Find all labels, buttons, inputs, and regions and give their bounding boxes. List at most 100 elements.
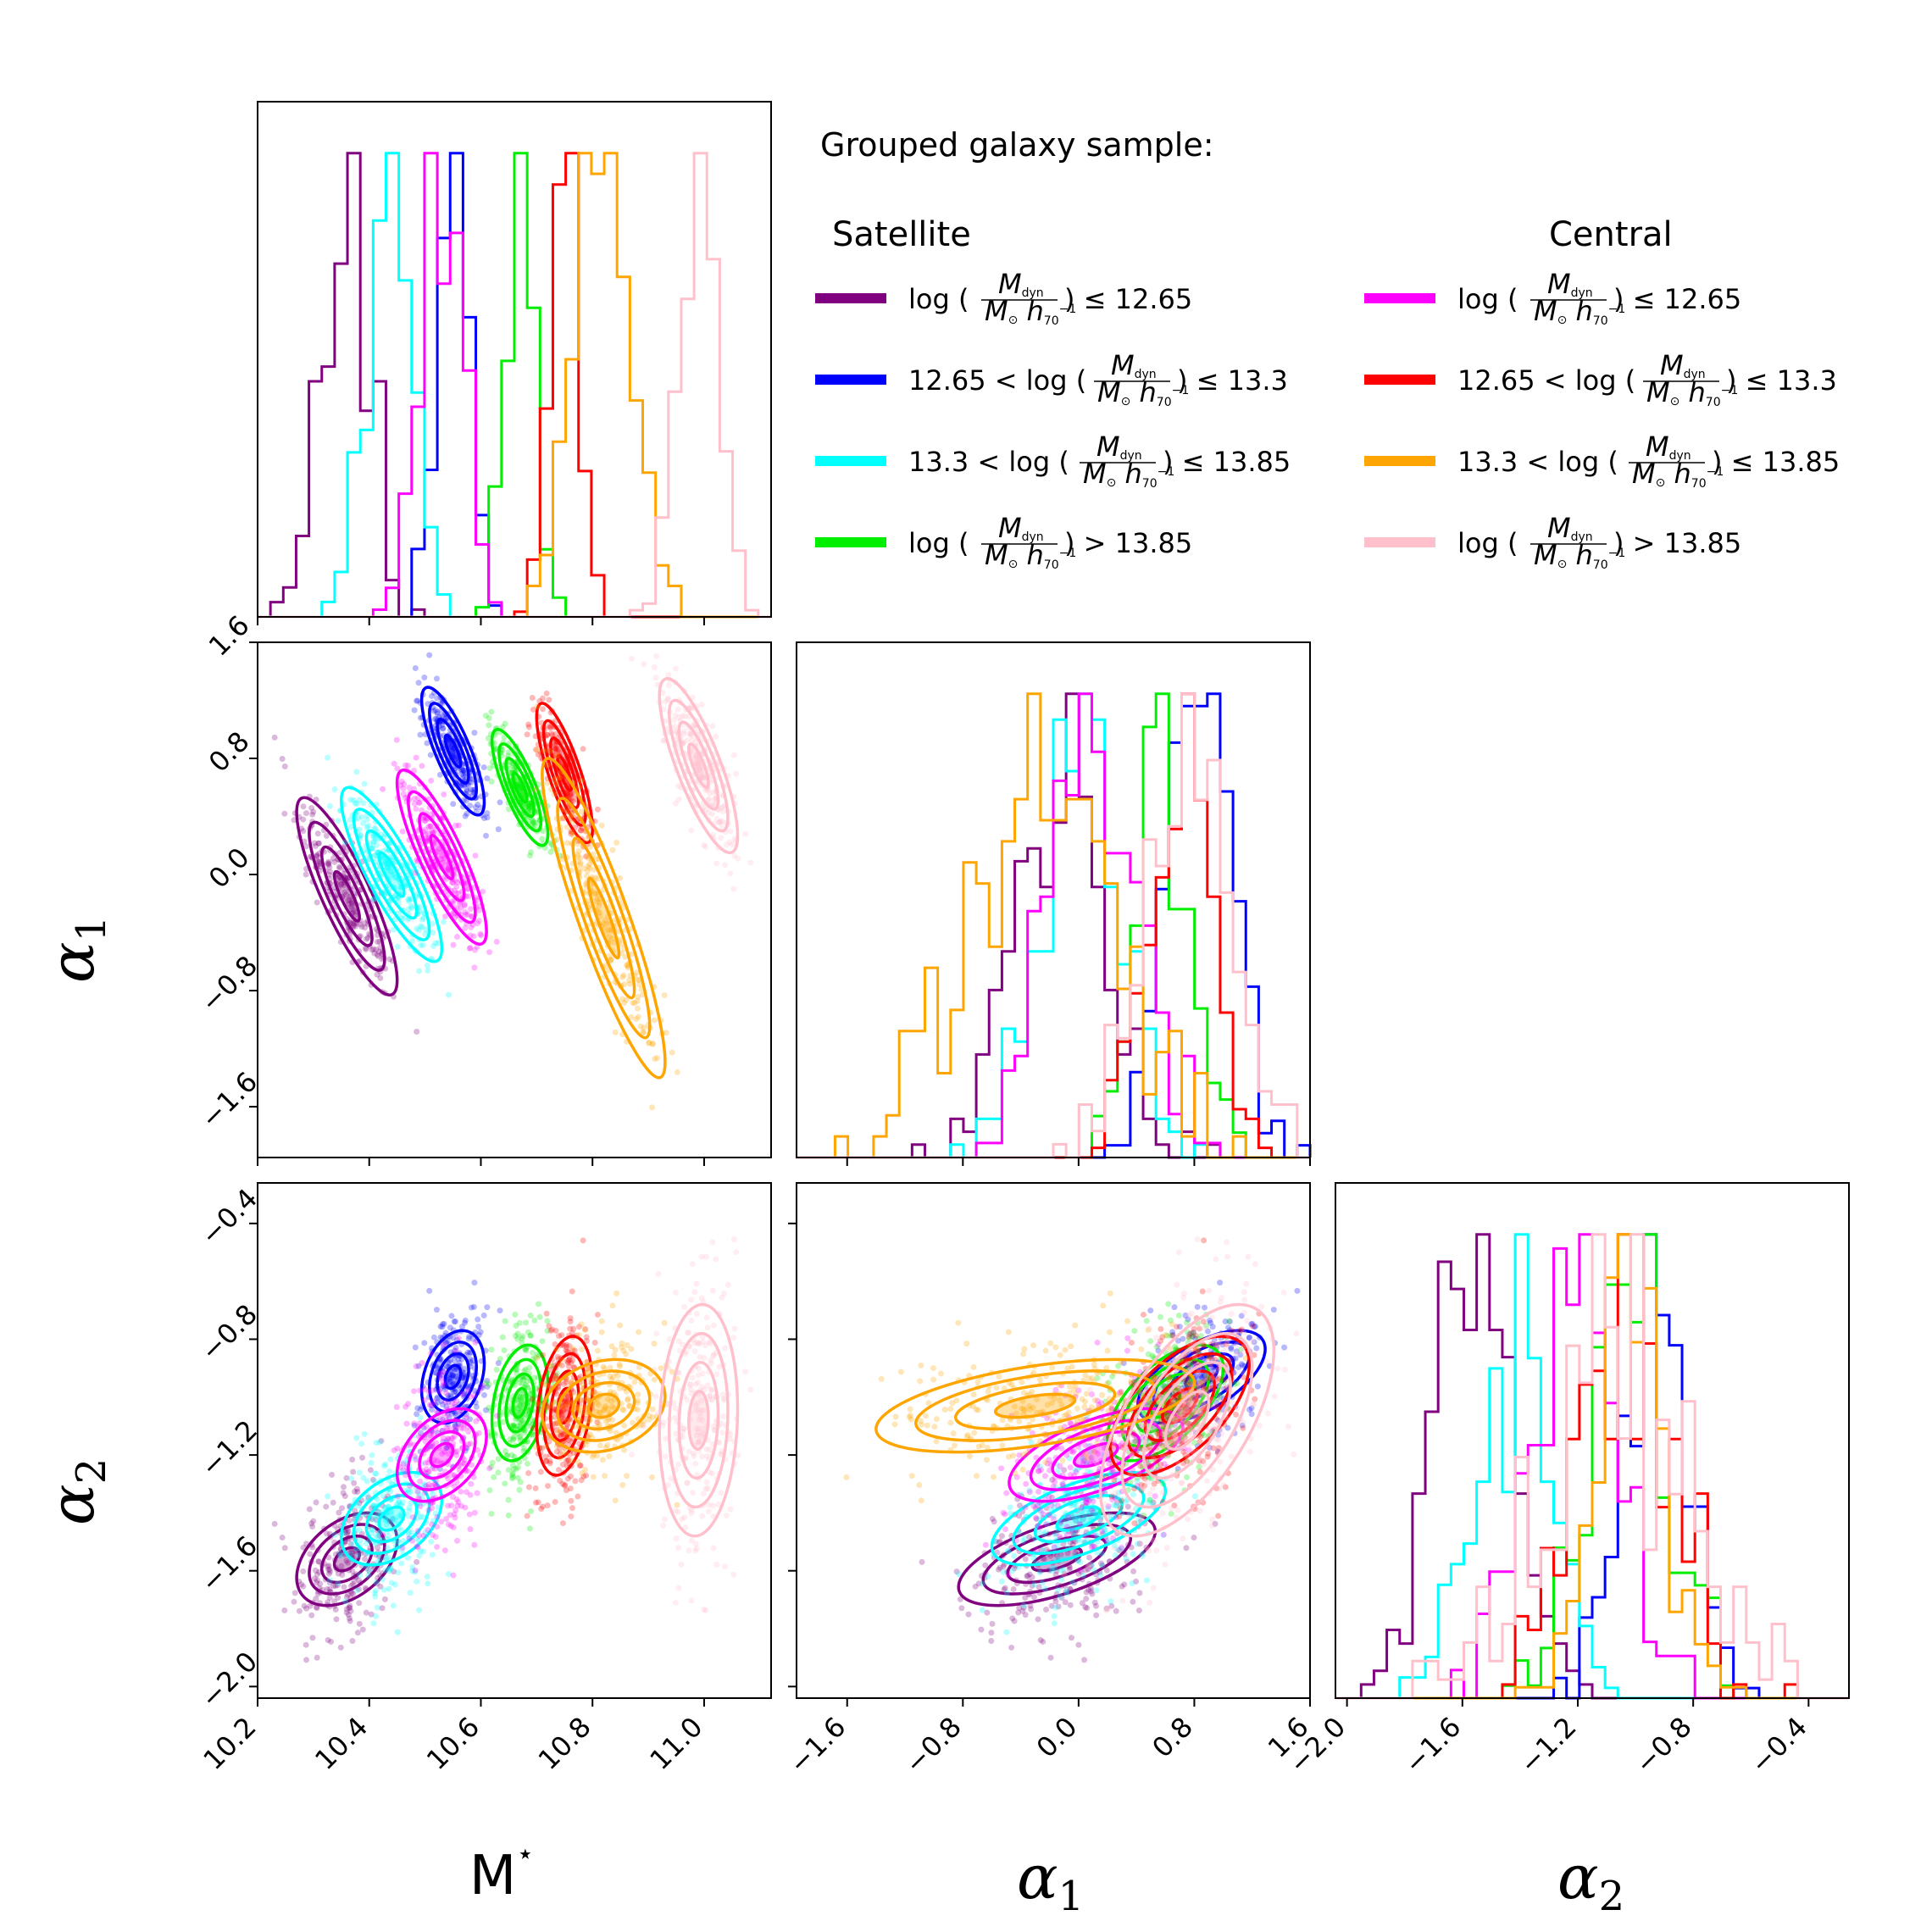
sample-point bbox=[710, 1545, 717, 1552]
sample-point bbox=[370, 1516, 377, 1523]
sample-point bbox=[347, 1475, 354, 1482]
sample-point bbox=[675, 706, 681, 713]
sample-point bbox=[405, 1486, 412, 1493]
sample-point bbox=[998, 1533, 1005, 1540]
sample-point bbox=[628, 1013, 635, 1020]
sample-point bbox=[368, 1459, 375, 1466]
sample-point bbox=[547, 1402, 554, 1409]
sample-point bbox=[353, 1485, 360, 1492]
sample-point bbox=[607, 1373, 613, 1380]
sample-point bbox=[451, 1402, 458, 1408]
sample-point bbox=[405, 906, 412, 913]
sample-point bbox=[1033, 1516, 1040, 1523]
sample-point bbox=[552, 776, 558, 783]
sample-point bbox=[719, 1413, 726, 1420]
sample-point bbox=[464, 1489, 470, 1496]
sample-point bbox=[691, 1289, 698, 1296]
sample-point bbox=[506, 1406, 513, 1413]
sample-point bbox=[628, 1346, 635, 1352]
sample-point bbox=[561, 1380, 568, 1387]
sample-point bbox=[1126, 1511, 1133, 1518]
sample-point bbox=[416, 968, 423, 974]
sample-point bbox=[303, 810, 310, 817]
sample-point bbox=[323, 832, 330, 839]
sample-point bbox=[380, 1531, 386, 1538]
sample-point bbox=[957, 1596, 963, 1602]
sample-point bbox=[561, 1398, 568, 1405]
sample-point bbox=[547, 786, 554, 793]
sample-point bbox=[300, 803, 307, 810]
sample-point bbox=[380, 1586, 387, 1593]
sample-point bbox=[502, 720, 508, 727]
sample-point bbox=[710, 1423, 717, 1430]
sample-point bbox=[563, 1401, 569, 1407]
sample-point bbox=[314, 830, 321, 837]
series-4-samples bbox=[380, 736, 500, 971]
sample-point bbox=[440, 1368, 447, 1375]
sample-point bbox=[972, 1583, 979, 1590]
sample-point bbox=[394, 1445, 401, 1452]
sample-point bbox=[346, 901, 353, 908]
sample-point bbox=[578, 1321, 585, 1328]
sample-point bbox=[1209, 1324, 1216, 1330]
sample-point bbox=[1055, 1603, 1062, 1610]
sample-point bbox=[703, 1253, 710, 1260]
contour-level-0 bbox=[687, 742, 710, 790]
sample-point bbox=[624, 1473, 630, 1480]
sample-point bbox=[430, 930, 436, 936]
sample-point bbox=[1019, 1538, 1026, 1545]
sample-point bbox=[358, 1441, 365, 1447]
sample-point bbox=[575, 1493, 581, 1500]
sample-point bbox=[372, 836, 379, 842]
sample-point bbox=[350, 1468, 357, 1475]
sample-point bbox=[553, 743, 560, 750]
sample-point bbox=[454, 1537, 461, 1544]
sample-point bbox=[607, 1428, 613, 1435]
sample-point bbox=[699, 774, 706, 781]
contour-level-0 bbox=[332, 1546, 361, 1573]
sample-point bbox=[462, 1317, 469, 1324]
sample-point bbox=[547, 848, 554, 855]
sample-point bbox=[415, 1363, 422, 1369]
sample-point bbox=[1136, 1541, 1143, 1547]
sample-point bbox=[735, 1452, 741, 1459]
sample-point bbox=[566, 1342, 573, 1349]
sample-point bbox=[347, 1602, 353, 1609]
sample-point bbox=[453, 1452, 460, 1458]
panel-content bbox=[271, 652, 754, 1111]
sample-point bbox=[675, 714, 682, 721]
sample-point bbox=[548, 1363, 555, 1369]
sample-point bbox=[564, 824, 570, 830]
sample-point bbox=[484, 1304, 491, 1311]
sample-point bbox=[594, 875, 601, 882]
sample-point bbox=[1180, 1335, 1186, 1342]
sample-point bbox=[370, 1620, 377, 1627]
contour-level-2 bbox=[556, 1369, 652, 1442]
sample-point bbox=[308, 805, 315, 812]
sample-point bbox=[1113, 1499, 1120, 1506]
sample-point bbox=[298, 1581, 305, 1588]
sample-point bbox=[525, 803, 532, 810]
sample-point bbox=[620, 972, 627, 979]
sample-point bbox=[1120, 1360, 1127, 1367]
sample-point bbox=[707, 791, 713, 797]
contour-level-2 bbox=[541, 719, 587, 827]
sample-point bbox=[428, 1351, 435, 1357]
sample-point bbox=[296, 1607, 303, 1614]
sample-point bbox=[459, 1391, 466, 1398]
scatter-panel-alpha1-alpha2 bbox=[796, 1182, 1311, 1699]
sample-point bbox=[330, 1499, 336, 1506]
contour-level-2 bbox=[407, 790, 477, 924]
sample-point bbox=[453, 1479, 460, 1485]
sample-point bbox=[1270, 1307, 1277, 1313]
sample-point bbox=[543, 690, 550, 697]
sample-point bbox=[709, 1396, 716, 1403]
sample-point bbox=[484, 775, 491, 782]
sample-point bbox=[695, 761, 702, 768]
sample-point bbox=[323, 1503, 330, 1510]
sample-point bbox=[975, 1580, 982, 1587]
sample-point bbox=[569, 811, 575, 818]
sample-point bbox=[687, 1385, 694, 1392]
sample-point bbox=[443, 1516, 450, 1523]
sample-point bbox=[401, 780, 408, 787]
